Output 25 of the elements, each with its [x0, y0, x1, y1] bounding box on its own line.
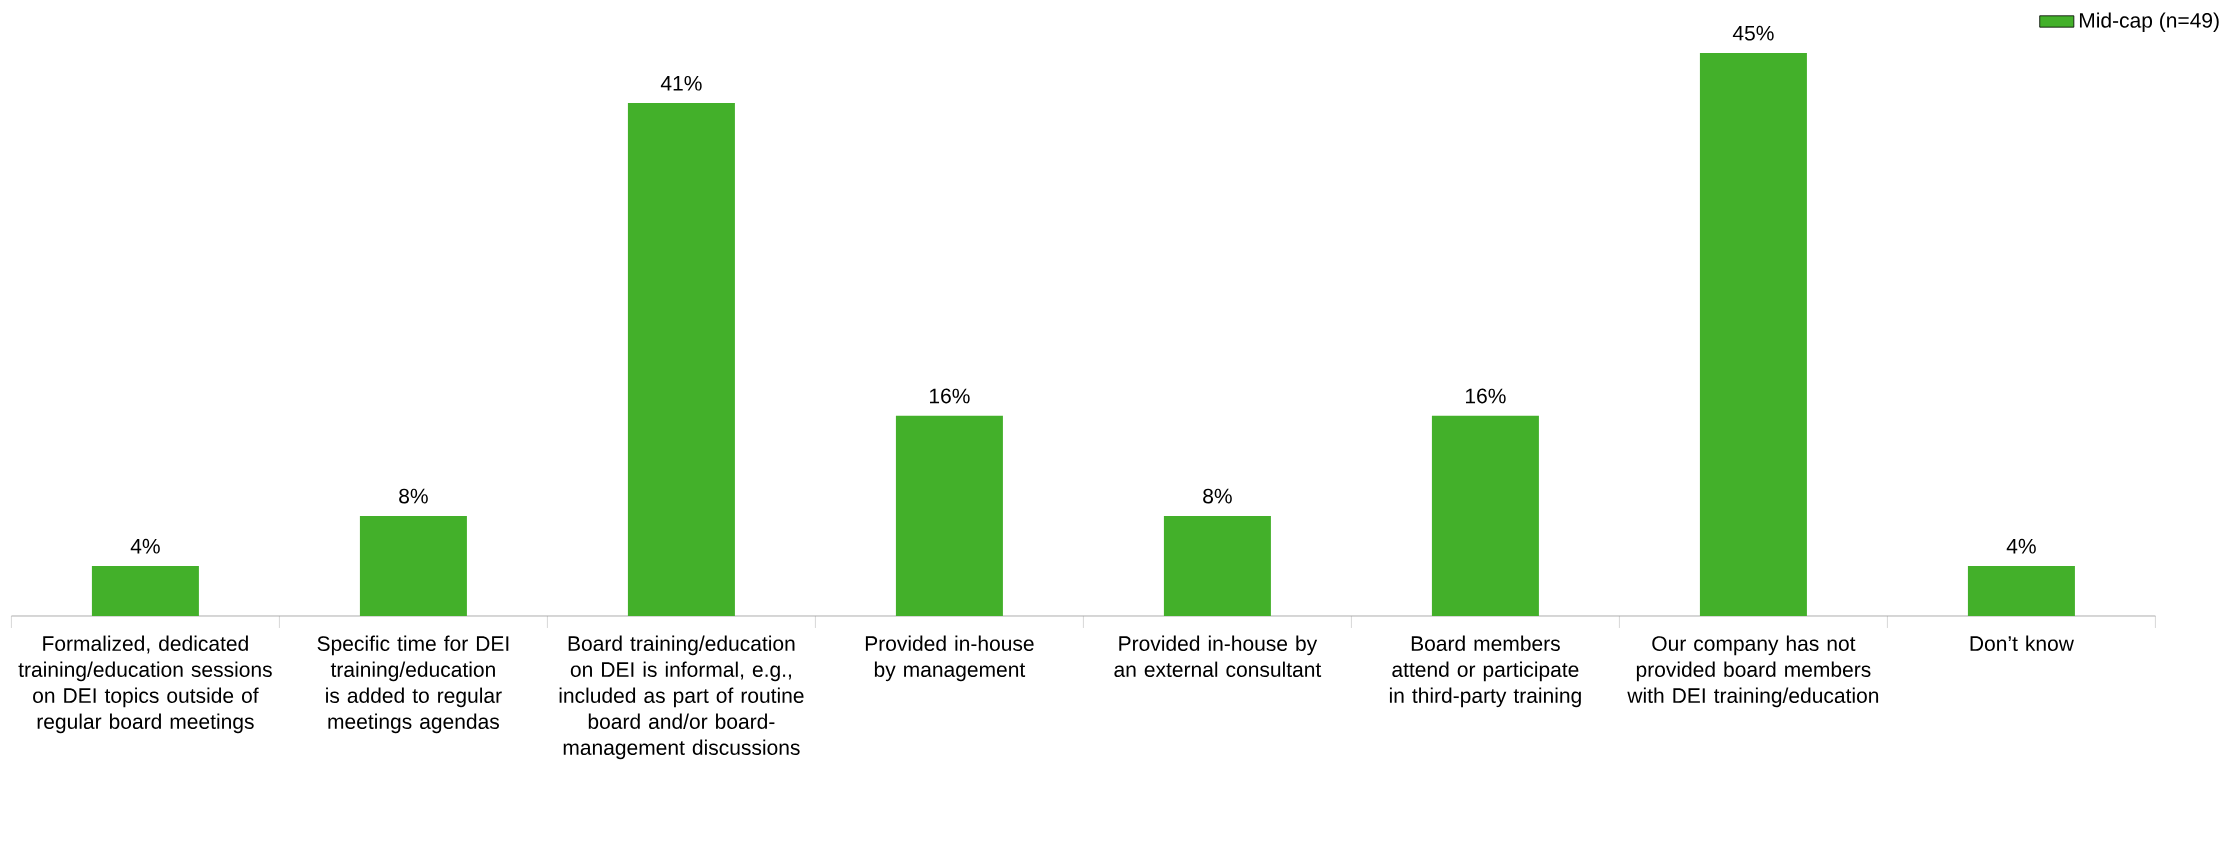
- x-tick-label: Specific time for DEI training/education is added to regular meetings agendas: [317, 635, 509, 734]
- bar: [627, 103, 735, 616]
- data-label: 16%: [1466, 388, 1506, 404]
- x-tick-label: Provided in-house by an external consultant: [1114, 635, 1322, 678]
- x-tick-label: Board members attend or participate in third-party training: [1389, 635, 1581, 708]
- data-label: 4%: [2006, 538, 2036, 554]
- x-tick-label: Formalized, dedicated training/education sessions on DEI topics outside of regular board meetings: [18, 635, 272, 734]
- bar: [1967, 565, 2075, 616]
- x-tick-label: Don’t know: [1970, 635, 2074, 652]
- data-label: 45%: [1732, 25, 1774, 41]
- bar: [895, 415, 1003, 616]
- bar: [1431, 415, 1539, 616]
- data-label: 16%: [930, 388, 970, 404]
- x-tick-label: Board training/education on DEI is informal, e.g., included as part of routine board and/or board-management discussions: [559, 635, 804, 760]
- legend-label: Mid-cap (n=49): [2079, 12, 2219, 32]
- bar: [1163, 515, 1271, 616]
- bar: [91, 565, 199, 616]
- x-tick-label: Provided in-house by management: [865, 635, 1034, 682]
- data-label: 4%: [130, 538, 160, 554]
- data-label: 8%: [1203, 488, 1232, 504]
- bar: [359, 515, 467, 616]
- bar: [1699, 52, 1807, 616]
- x-tick-label: Our company has not provided board members with DEI training/education: [1627, 635, 1879, 708]
- data-label: 8%: [399, 488, 428, 504]
- data-label: 41%: [660, 75, 702, 91]
